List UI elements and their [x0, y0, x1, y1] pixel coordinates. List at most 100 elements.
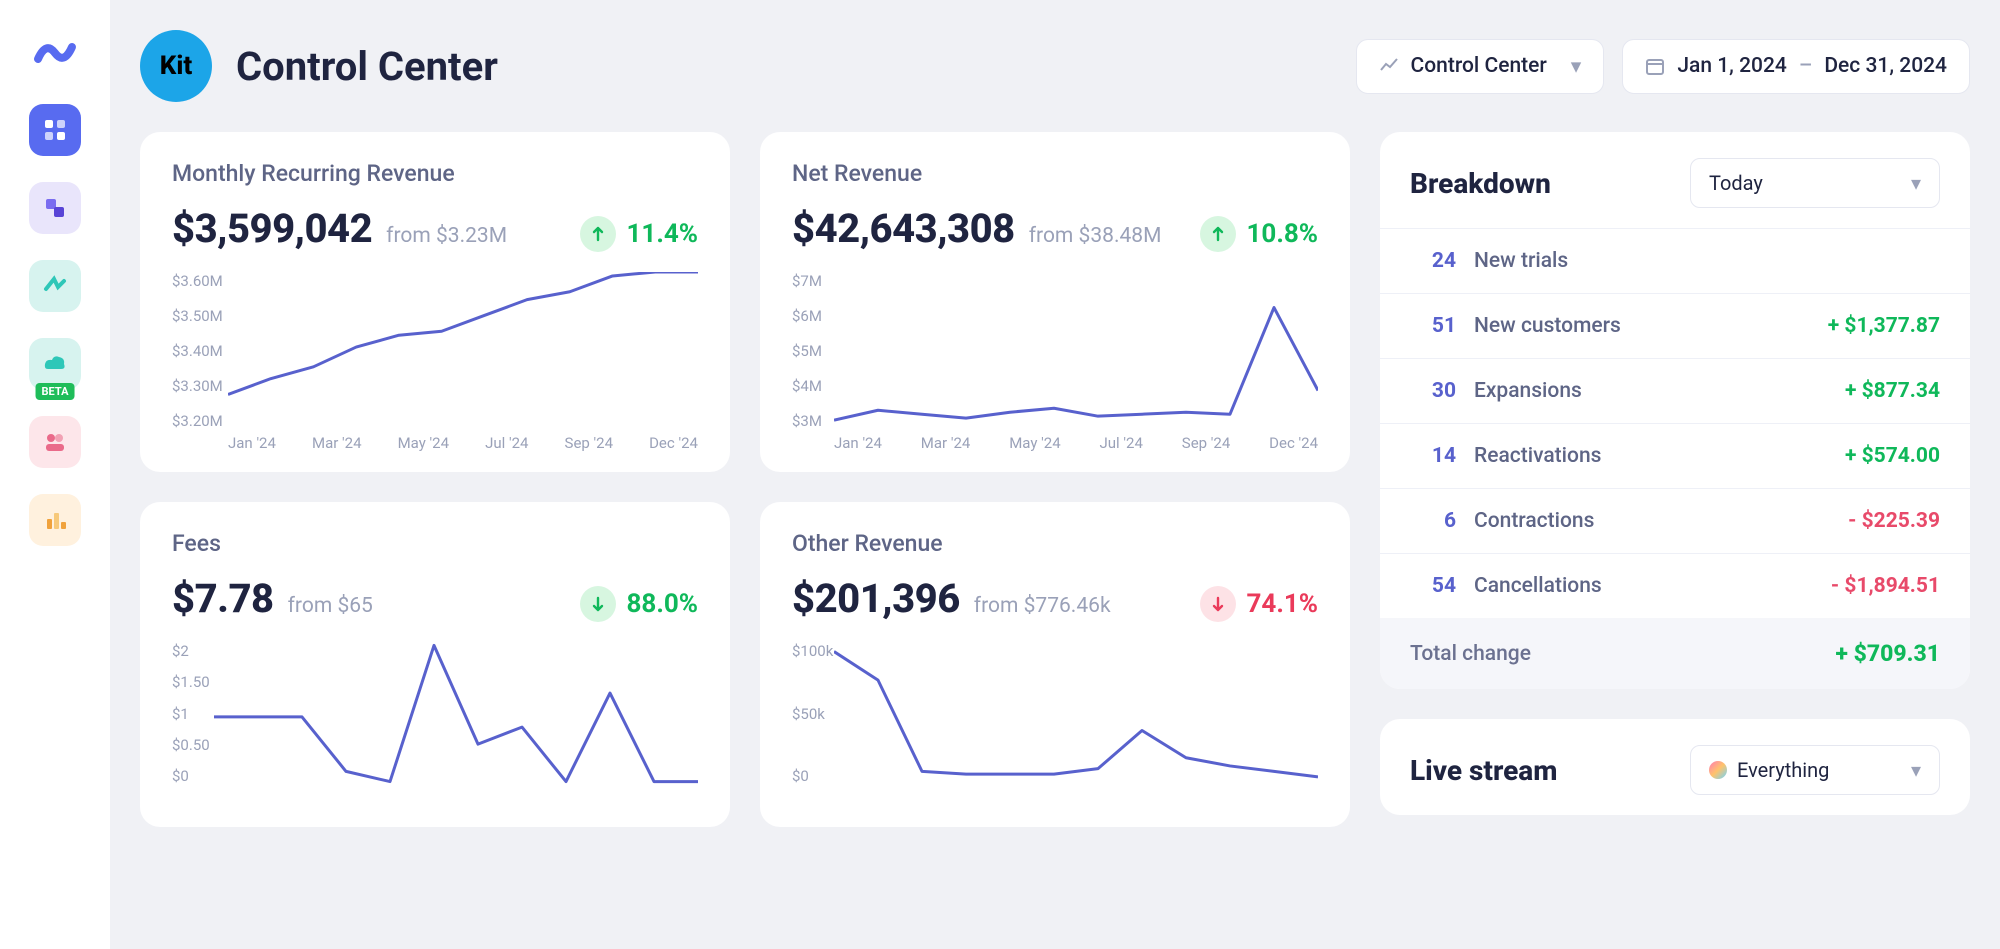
- breakdown-amount: + $574.00: [1845, 444, 1940, 468]
- line-chart: [214, 642, 698, 785]
- chevron-down-icon: ▾: [1911, 758, 1921, 782]
- breakdown-count: 51: [1410, 314, 1456, 338]
- change-chip: 74.1%: [1200, 586, 1318, 622]
- metric-value: $201,396: [792, 575, 960, 622]
- change-percent: 10.8%: [1246, 219, 1318, 249]
- breakdown-amount: + $877.34: [1845, 379, 1940, 403]
- value-row: $42,643,308 from $38.48M 10.8%: [792, 205, 1318, 252]
- value-row: $3,599,042 from $3.23M 11.4%: [172, 205, 698, 252]
- content: Monthly Recurring Revenue $3,599,042 from …: [140, 132, 1970, 827]
- livestream-filter-label: Everything: [1737, 758, 1829, 782]
- breakdown-row[interactable]: 51New customers+ $1,377.87: [1380, 293, 1970, 358]
- line-chart: [228, 272, 698, 430]
- breakdown-row[interactable]: 24 New trials: [1380, 228, 1970, 293]
- top-controls: Control Center ▾ Jan 1, 2024 – Dec 31, 2…: [1356, 39, 1970, 94]
- brand-badge: Kit: [140, 30, 212, 102]
- nav-people-icon[interactable]: [29, 416, 81, 468]
- card-title: Monthly Recurring Revenue: [172, 160, 698, 187]
- charts-grid: Monthly Recurring Revenue $3,599,042 from …: [140, 132, 1350, 827]
- nav-spark-icon[interactable]: [29, 260, 81, 312]
- arrow-down-icon: [1200, 586, 1236, 622]
- arrow-up-icon: [580, 216, 616, 252]
- change-chip: 88.0%: [580, 586, 698, 622]
- chart-area: $100k$50k$0: [792, 642, 1318, 807]
- breakdown-row[interactable]: 30 Expansions + $877.34: [1380, 358, 1970, 423]
- breakdown-label: Reactivations: [1474, 444, 1601, 468]
- breakdown-count: 6: [1410, 509, 1456, 533]
- breakdown-label: Contractions: [1474, 509, 1594, 533]
- livestream-header: Live stream Everything ▾: [1380, 719, 1970, 815]
- metric-card[interactable]: Monthly Recurring Revenue $3,599,042 from …: [140, 132, 730, 472]
- main-area: Kit Control Center Control Center ▾ Jan …: [110, 0, 2000, 949]
- metric-value: $42,643,308: [792, 205, 1015, 252]
- breakdown-label: New trials: [1474, 249, 1568, 273]
- metric-card[interactable]: Net Revenue$42,643,308from $38.48M10.8%$…: [760, 132, 1350, 472]
- breakdown-label: Expansions: [1474, 379, 1582, 403]
- view-selector-dropdown[interactable]: Control Center ▾: [1356, 39, 1605, 94]
- livestream-panel: Live stream Everything ▾: [1380, 719, 1970, 815]
- metric-from: from $65: [288, 594, 373, 618]
- breakdown-panel: Breakdown Today ▾ 24 New trials 51 New cust…: [1380, 132, 1970, 689]
- metric-from: from $3.23M: [386, 224, 507, 248]
- breakdown-count: 54: [1410, 574, 1456, 598]
- change-percent: 11.4%: [626, 219, 698, 249]
- topbar: Kit Control Center Control Center ▾ Jan …: [140, 30, 1970, 102]
- chart-area: $3.60M$3.50M$3.40M$3.30M$3.20MJan '24Mar…: [172, 272, 698, 452]
- date-to: Dec 31, 2024: [1824, 54, 1947, 78]
- chart-area: $2$1.50$1$0.50$0: [172, 642, 698, 807]
- chevron-down-icon: ▾: [1571, 54, 1582, 79]
- chart-line-icon: [1379, 56, 1399, 76]
- chart-area: $7M$6M$5M$4M$3MJan '24Mar '24May '24Jul …: [792, 272, 1318, 452]
- metric-card[interactable]: Other Revenue$201,396from $776.46k74.1%$…: [760, 502, 1350, 827]
- y-axis-labels: $3.60M$3.50M$3.40M$3.30M$3.20M: [172, 272, 228, 430]
- breakdown-range-dropdown[interactable]: Today ▾: [1690, 158, 1940, 208]
- globe-icon: [1709, 761, 1727, 779]
- metric-value: $3,599,042: [172, 205, 372, 252]
- card-title: Net Revenue: [792, 160, 1318, 187]
- breakdown-range-label: Today: [1709, 171, 1763, 195]
- metric-card[interactable]: Fees$7.78from $6588.0%$2$1.50$1$0.50$0: [140, 502, 730, 827]
- breakdown-total-amount: + $709.31: [1835, 640, 1940, 667]
- value-row: $201,396from $776.46k74.1%: [792, 575, 1318, 622]
- change-percent: 74.1%: [1246, 589, 1318, 619]
- change-percent: 88.0%: [626, 589, 698, 619]
- breakdown-row[interactable]: 54 Cancellations - $1,894.51: [1380, 553, 1970, 618]
- change-chip: 11.4%: [580, 216, 698, 252]
- nav-tiles-icon[interactable]: [29, 182, 81, 234]
- nav-dashboard-icon[interactable]: [29, 104, 81, 156]
- breakdown-total-row: Total change + $709.31: [1380, 618, 1970, 689]
- livestream-filter-dropdown[interactable]: Everything ▾: [1690, 745, 1940, 795]
- breakdown-row[interactable]: 14Reactivations+ $574.00: [1380, 423, 1970, 488]
- breakdown-row[interactable]: 6Contractions- $225.39: [1380, 488, 1970, 553]
- line-chart: [834, 272, 1318, 430]
- date-from: Jan 1, 2024: [1677, 54, 1787, 78]
- y-axis-labels: $2$1.50$1$0.50$0: [172, 642, 214, 785]
- breakdown-title: Breakdown: [1410, 167, 1551, 200]
- nav-cloud-beta-icon[interactable]: BETA: [29, 338, 81, 390]
- breakdown-amount: - $1,894.51: [1831, 574, 1940, 598]
- card-title: Fees: [172, 530, 698, 557]
- calendar-icon: [1645, 56, 1665, 76]
- breakdown-label: New customers: [1474, 314, 1621, 338]
- breakdown-count: 24: [1410, 249, 1456, 273]
- nav-bars-icon[interactable]: [29, 494, 81, 546]
- change-chip: 10.8%: [1200, 216, 1318, 252]
- line-chart: [834, 642, 1318, 785]
- breakdown-count: 30: [1410, 379, 1456, 403]
- breakdown-total-label: Total change: [1410, 642, 1531, 666]
- date-range-picker[interactable]: Jan 1, 2024 – Dec 31, 2024: [1622, 39, 1970, 94]
- date-sep: –: [1799, 54, 1812, 78]
- x-axis-labels: Jan '24Mar '24May '24Jul '24Sep '24Dec '…: [228, 434, 698, 452]
- brand-text: Kit: [160, 51, 192, 81]
- breakdown-header: Breakdown Today ▾: [1380, 132, 1970, 228]
- card-title: Other Revenue: [792, 530, 1318, 557]
- beta-badge: BETA: [36, 383, 75, 400]
- breakdown-label: Cancellations: [1474, 574, 1602, 598]
- right-column: Breakdown Today ▾ 24 New trials 51 New cust…: [1380, 132, 1970, 827]
- x-axis-labels: Jan '24Mar '24May '24Jul '24Sep '24Dec '…: [834, 434, 1318, 452]
- chevron-down-icon: ▾: [1911, 171, 1921, 195]
- arrow-down-icon: [580, 586, 616, 622]
- page-title: Control Center: [236, 43, 498, 90]
- y-axis-labels: $100k$50k$0: [792, 642, 834, 785]
- metric-from: from $38.48M: [1029, 224, 1162, 248]
